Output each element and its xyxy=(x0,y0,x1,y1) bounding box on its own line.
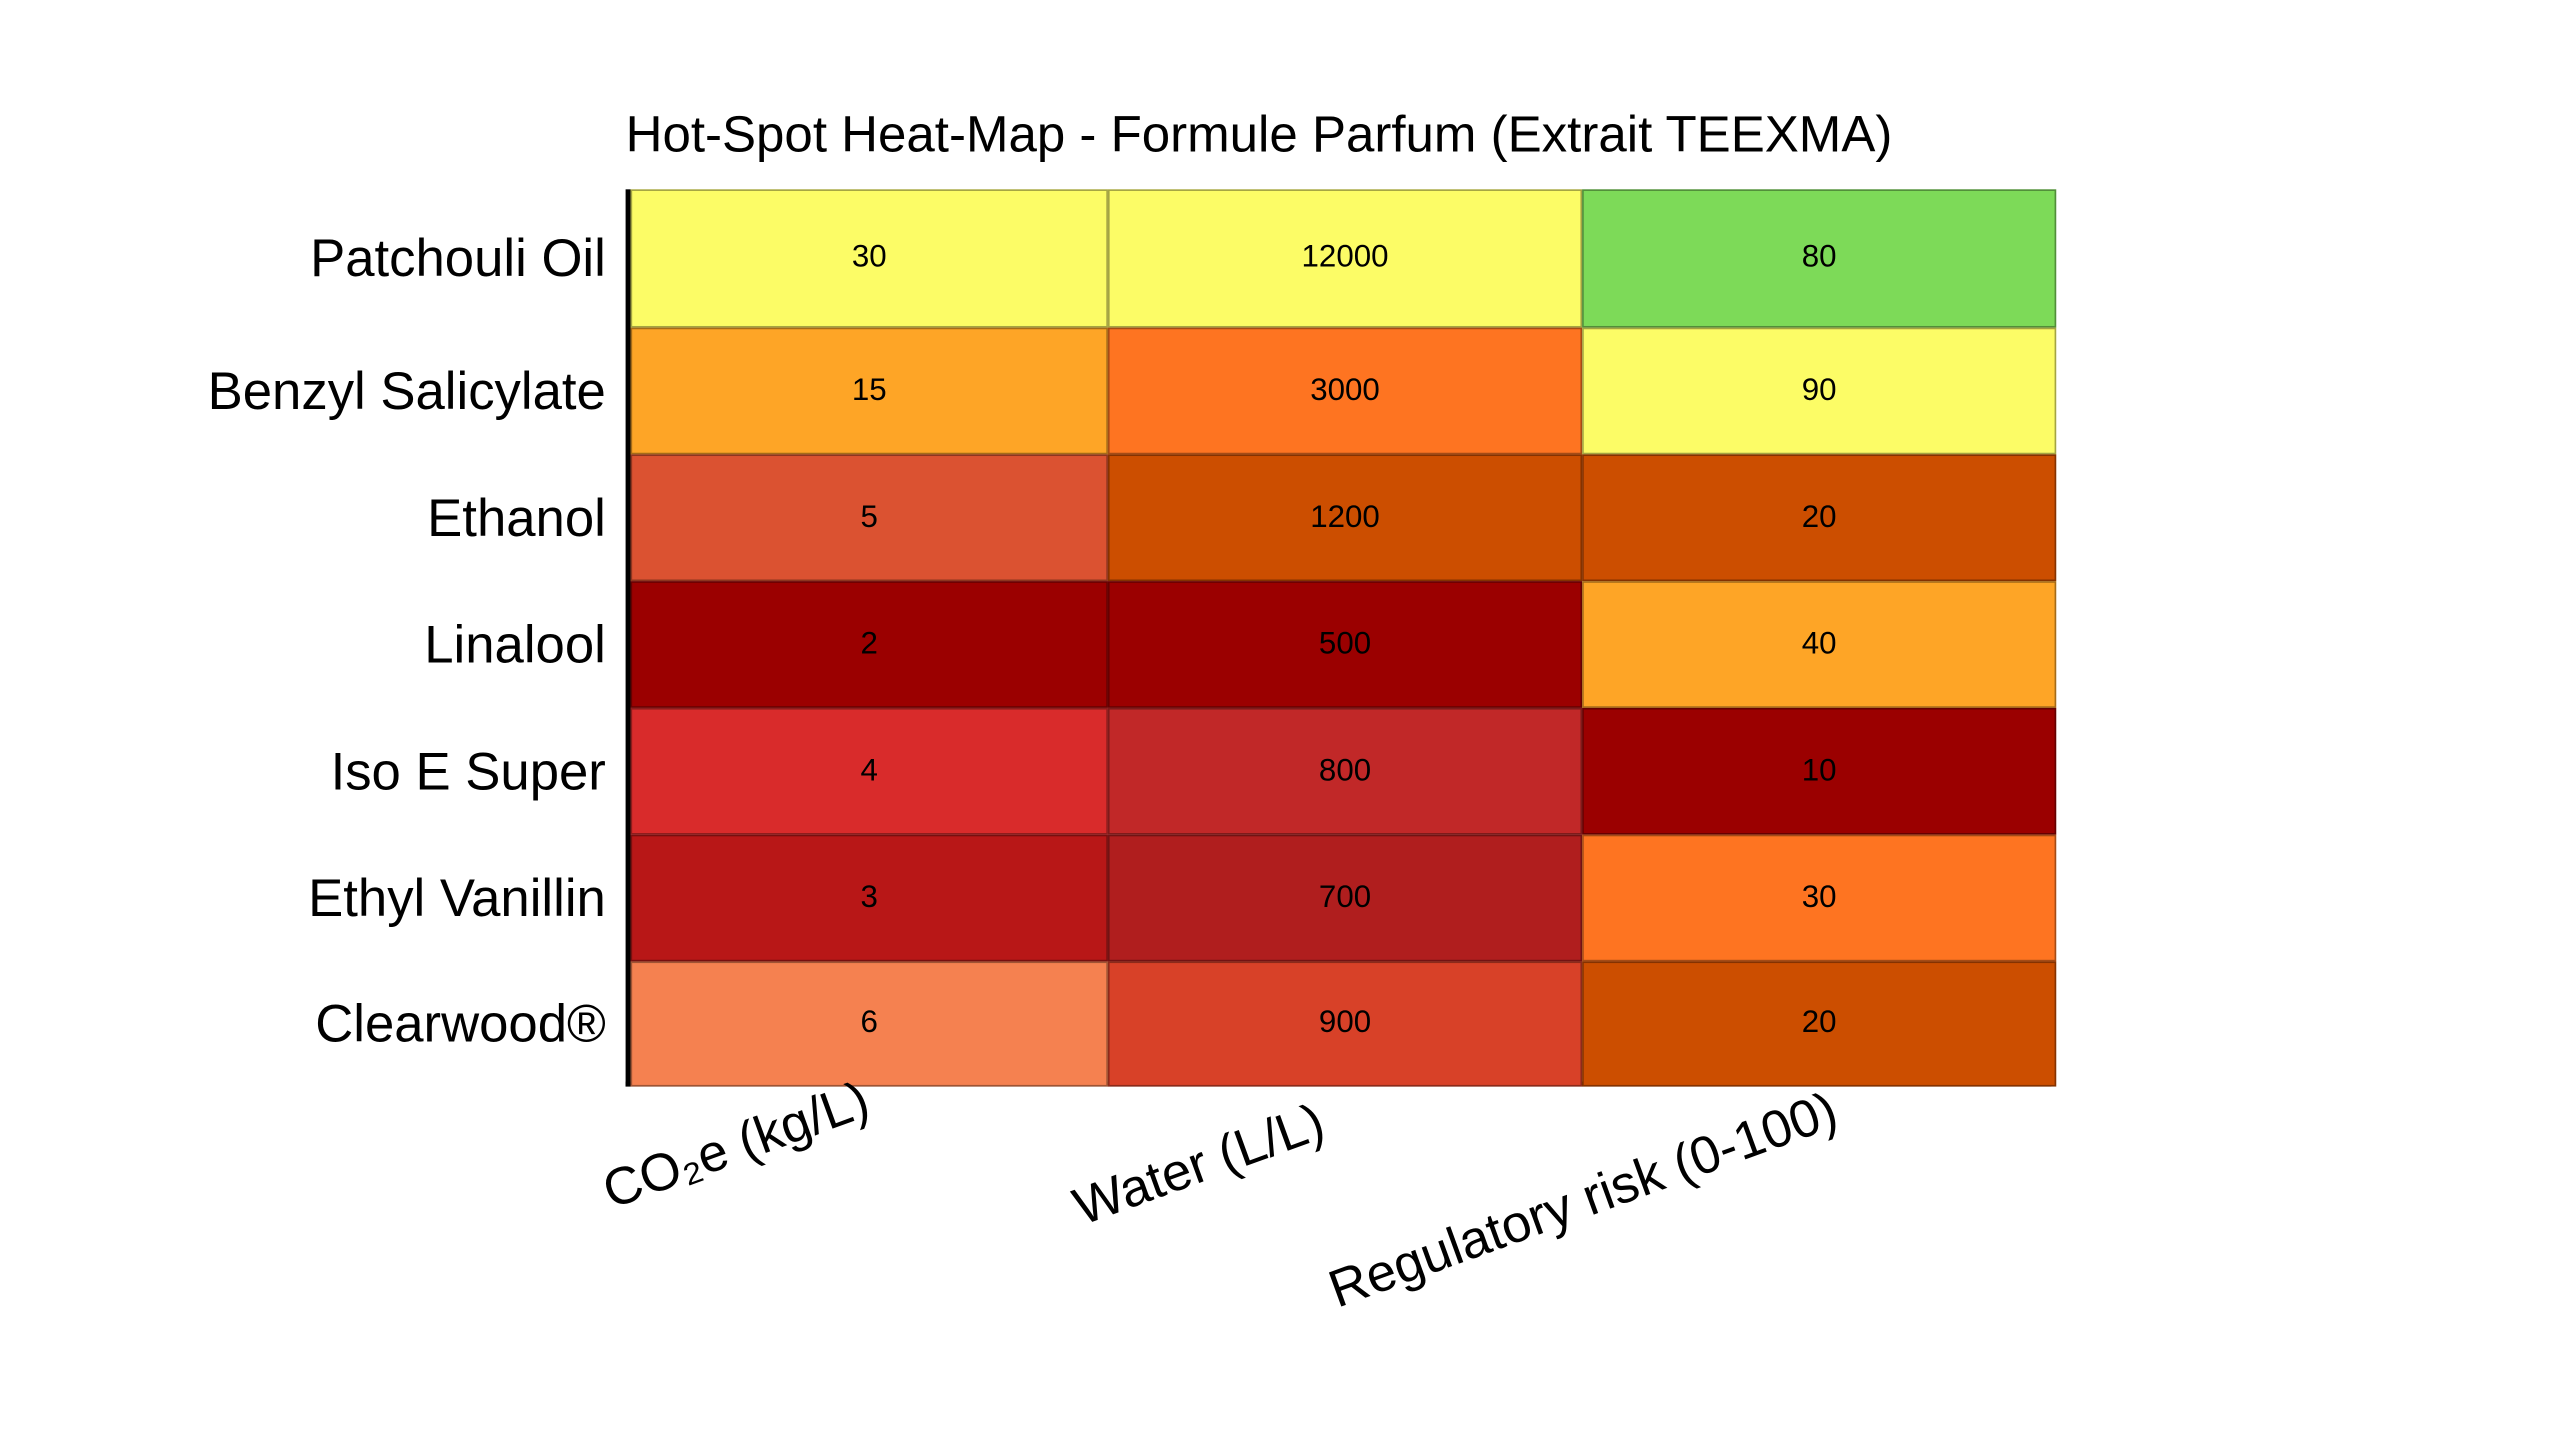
heatmap-cell: 12000 xyxy=(1107,189,1583,328)
heatmap-cell: 500 xyxy=(1107,581,1583,708)
column-label: Water (L/L) xyxy=(1065,1091,1332,1237)
row-label: Patchouli Oil xyxy=(310,228,606,288)
row-label: Iso E Super xyxy=(330,740,606,801)
column-label: CO₂e (kg/L) xyxy=(594,1069,877,1221)
row-label: Clearwood® xyxy=(315,993,606,1053)
heatmap-cell: 2 xyxy=(630,581,1108,708)
heatmap-cell: 10 xyxy=(1582,707,2057,835)
heatmap-cell: 90 xyxy=(1582,327,2057,455)
heatmap-cell: 1200 xyxy=(1107,454,1583,582)
row-label: Benzyl Salicylate xyxy=(207,360,606,420)
heatmap-cell: 3000 xyxy=(1107,327,1583,455)
heatmap-cell: 80 xyxy=(1582,189,2057,328)
heatmap-cell: 800 xyxy=(1107,707,1583,835)
heatmap-cell: 30 xyxy=(1582,834,2057,962)
heatmap-cell: 20 xyxy=(1582,454,2057,582)
heatmap-cell: 30 xyxy=(630,189,1108,328)
chart-title: Hot-Spot Heat-Map - Formule Parfum (Extr… xyxy=(625,105,1893,163)
row-label: Ethyl Vanillin xyxy=(308,867,606,927)
heatmap-cell: 4 xyxy=(630,707,1108,835)
heatmap-grid: 30 12000 80 15 3000 90 5 1200 20 2 500 40 4 800 10 3 700… xyxy=(625,189,2057,1087)
heatmap-cell: 20 xyxy=(1582,961,2057,1087)
heatmap-cell: 6 xyxy=(630,961,1108,1087)
column-label: Regulatory risk (0-100) xyxy=(1320,1079,1845,1319)
row-label: Linalool xyxy=(424,614,606,674)
row-label: Ethanol xyxy=(427,487,606,547)
heatmap-cell: 900 xyxy=(1107,961,1583,1087)
heatmap-cell: 700 xyxy=(1107,834,1583,962)
heatmap-cell: 5 xyxy=(630,454,1108,582)
heatmap-cell: 3 xyxy=(630,834,1108,962)
heatmap-cell: 15 xyxy=(630,327,1108,455)
heatmap-cell: 40 xyxy=(1582,581,2057,708)
